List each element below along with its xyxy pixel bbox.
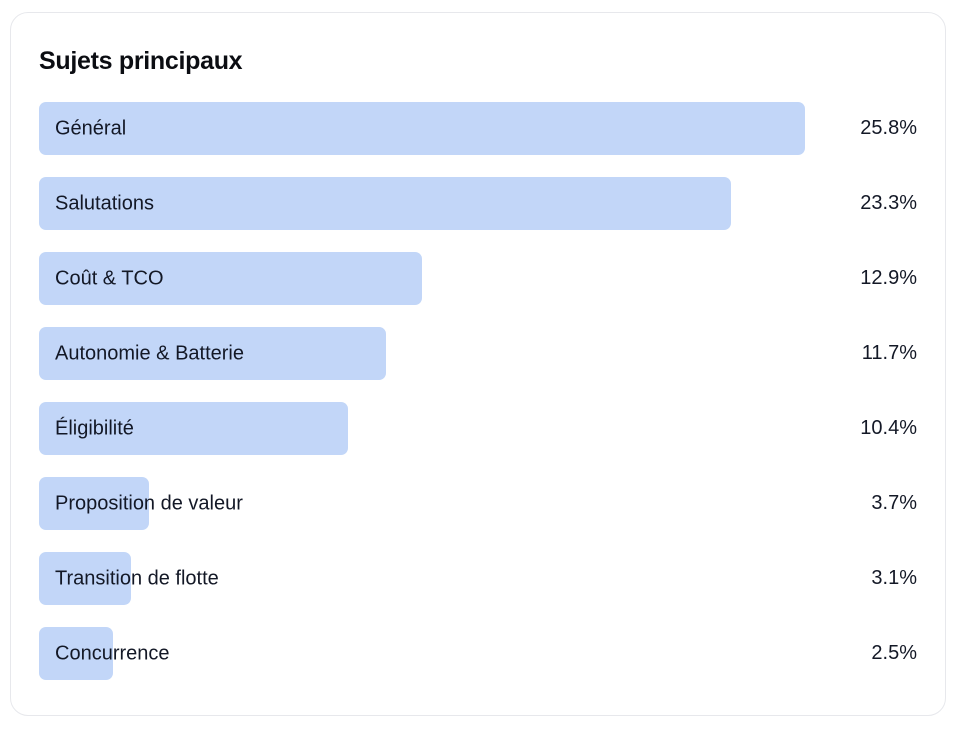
topic-label: Éligibilité: [55, 417, 134, 439]
bar-track: Éligibilité: [39, 402, 805, 455]
topic-percent: 10.4%: [860, 417, 917, 439]
topic-label: Salutations: [55, 192, 154, 214]
topic-label: Coût & TCO: [55, 267, 164, 289]
topic-percent: 25.8%: [860, 117, 917, 139]
topics-card: Sujets principaux Général 25.8% Salutati…: [10, 12, 946, 716]
topic-label: Concurrence: [55, 642, 170, 664]
topic-label: Transition de flotte: [55, 567, 219, 589]
topic-bar: [39, 102, 805, 155]
bar-track: Général: [39, 102, 805, 155]
bar-track: Concurrence: [39, 627, 805, 680]
topic-percent: 11.7%: [861, 342, 917, 364]
topic-bar: [39, 552, 132, 605]
bar-track: Transition de flotte: [39, 552, 805, 605]
topic-percent: 3.1%: [871, 567, 917, 589]
bar-row: Concurrence 2.5%: [39, 627, 917, 680]
card-title: Sujets principaux: [39, 47, 243, 75]
bar-row: Général 25.8%: [39, 102, 917, 155]
bar-row: Proposition de valeur 3.7%: [39, 477, 917, 530]
bar-row: Autonomie & Batterie 11.7%: [39, 327, 917, 380]
topic-bar: [39, 327, 387, 380]
bar-row: Coût & TCO 12.9%: [39, 252, 917, 305]
topic-label: Proposition de valeur: [55, 492, 243, 514]
bar-row: Transition de flotte 3.1%: [39, 552, 917, 605]
topic-bar: [39, 477, 149, 530]
topic-bar: [39, 402, 348, 455]
bar-chart: Général 25.8% Salutations 23.3% Coût & T…: [39, 102, 917, 680]
topic-label: Général: [55, 117, 127, 139]
topic-bar: [39, 177, 731, 230]
bar-row: Salutations 23.3%: [39, 177, 917, 230]
topic-bar: [39, 252, 422, 305]
bar-track: Proposition de valeur: [39, 477, 805, 530]
bar-row: Éligibilité 10.4%: [39, 402, 917, 455]
bar-track: Coût & TCO: [39, 252, 805, 305]
topic-percent: 3.7%: [871, 492, 917, 514]
topic-percent: 2.5%: [871, 642, 917, 664]
topic-label: Autonomie & Batterie: [55, 342, 244, 364]
bar-track: Salutations: [39, 177, 805, 230]
bar-track: Autonomie & Batterie: [39, 327, 805, 380]
topic-bar: [39, 627, 114, 680]
topic-percent: 12.9%: [860, 267, 917, 289]
topic-percent: 23.3%: [860, 192, 917, 214]
